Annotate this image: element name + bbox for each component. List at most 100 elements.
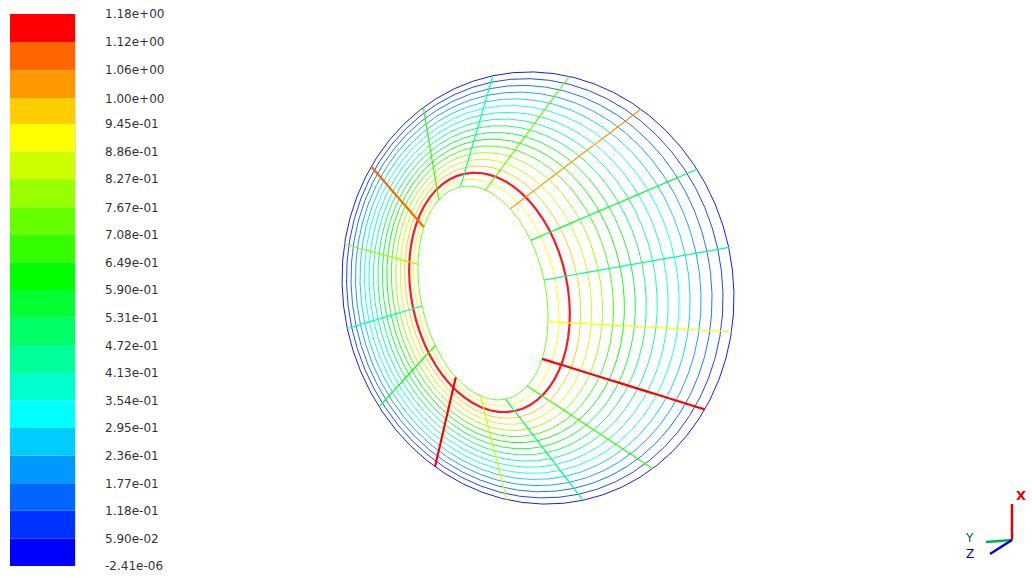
colorbar-band <box>10 207 75 235</box>
tick: 1.18e+00 <box>75 7 164 21</box>
tick-label: 7.67e-01 <box>105 201 159 215</box>
tick: 6.49e-01 <box>75 256 159 270</box>
mesh-ring <box>396 153 603 431</box>
colorbar-band <box>10 70 75 98</box>
mesh-ring <box>383 133 636 449</box>
colorbar-band <box>10 98 75 124</box>
mesh-spoke <box>544 247 729 280</box>
mesh-spoke <box>510 109 641 209</box>
tick-label: 9.45e-01 <box>105 117 159 131</box>
tick: 1.18e-01 <box>75 504 159 518</box>
tick: 4.13e-01 <box>75 366 159 380</box>
tick-label: 2.95e-01 <box>105 421 159 435</box>
colorbar <box>10 14 75 566</box>
tick-label: 1.12e+00 <box>105 35 164 49</box>
tick: 2.95e-01 <box>75 421 159 435</box>
tick-label: 1.18e+00 <box>105 7 164 21</box>
mesh-spoke <box>460 76 492 187</box>
tick-label: 7.08e-01 <box>105 228 159 242</box>
tick-label: 2.36e-01 <box>105 449 159 463</box>
mesh-ring <box>356 92 701 485</box>
mesh-spoke <box>548 322 731 332</box>
tick-label: 6.49e-01 <box>105 256 159 270</box>
tick: 2.36e-01 <box>75 449 159 463</box>
tick-label: 1.77e-01 <box>105 477 159 491</box>
colorbar-band <box>10 483 75 511</box>
colorbar-band <box>10 538 75 566</box>
colorbar-band <box>10 290 75 318</box>
mesh-spoke <box>506 399 584 500</box>
mesh-ring <box>414 179 559 406</box>
mesh-ring <box>374 119 658 461</box>
tick: 5.31e-01 <box>75 311 159 325</box>
figure: -2.41e-06 5.90e-02 1.18e-01 1.77e-01 2.36e-0… <box>0 0 1032 577</box>
tick: 4.72e-01 <box>75 339 159 353</box>
tick-label: 1.00e+00 <box>105 92 164 106</box>
colorbar-band <box>10 373 75 401</box>
tick-label: 1.18e-01 <box>105 504 159 518</box>
colorbar-band <box>10 400 75 428</box>
tick: 1.12e+00 <box>75 35 164 49</box>
colorbar-band <box>10 179 75 207</box>
tick-label: 8.86e-01 <box>105 145 159 159</box>
axis-label: X <box>1016 488 1026 503</box>
mesh-spoke <box>527 386 652 469</box>
mesh-ring <box>409 173 570 412</box>
mesh-ring <box>405 166 581 418</box>
axis-label: Y <box>965 531 974 545</box>
mesh-spoke <box>345 244 418 264</box>
tick: 8.86e-01 <box>75 145 159 159</box>
colorbar-band <box>10 14 75 42</box>
mesh-spoke <box>423 107 438 200</box>
tick: 1.00e+00 <box>75 92 164 106</box>
tick-label: 4.72e-01 <box>105 339 159 353</box>
tick: -2.41e-06 <box>75 559 163 573</box>
colorbar-band <box>10 428 75 456</box>
axes-triad: XYZ <box>965 488 1026 561</box>
mesh-ring <box>378 126 646 455</box>
colorbar-band <box>10 124 75 152</box>
mesh-spoke <box>379 346 435 407</box>
tick-label: 8.27e-01 <box>105 172 159 186</box>
axis-line <box>75 15 76 567</box>
mesh-ring <box>342 72 734 504</box>
tick: 5.90e-02 <box>75 532 159 546</box>
tick: 7.08e-01 <box>75 228 159 242</box>
mesh-spoke <box>435 377 456 467</box>
tick-label: 5.31e-01 <box>105 311 159 325</box>
mesh-ring <box>347 79 723 498</box>
mesh-spoke <box>542 359 705 410</box>
mesh <box>342 72 734 504</box>
colorbar-band <box>10 42 75 70</box>
tick: 5.90e-01 <box>75 283 159 297</box>
x-arrow <box>1011 504 1014 540</box>
tick-label: 4.13e-01 <box>105 366 159 380</box>
colorbar-band <box>10 511 75 539</box>
colorbar-axis: -2.41e-06 5.90e-02 1.18e-01 1.77e-01 2.36e-0… <box>75 7 164 573</box>
colorbar-band <box>10 345 75 373</box>
colorbar-band <box>10 262 75 290</box>
tick: 8.27e-01 <box>75 172 159 186</box>
mesh-spoke <box>371 167 424 228</box>
colorbar-band <box>10 152 75 180</box>
tick-label: -2.41e-06 <box>105 559 163 573</box>
tick: 1.06e+00 <box>75 63 164 77</box>
colorbar-band <box>10 235 75 263</box>
colorbar-band <box>10 456 75 484</box>
mesh-spoke <box>347 306 422 329</box>
colorbar-band <box>10 318 75 346</box>
mesh-ring <box>400 159 591 424</box>
z-arrow <box>990 540 1012 554</box>
tick: 9.45e-01 <box>75 117 159 131</box>
tick-label: 3.54e-01 <box>105 394 159 408</box>
mesh-spoke <box>531 169 697 240</box>
tick: 7.67e-01 <box>75 201 159 215</box>
tick-label: 5.90e-02 <box>105 532 159 546</box>
mesh-ring <box>369 112 668 467</box>
tick: 1.77e-01 <box>75 477 159 491</box>
mesh-spoke <box>480 396 506 500</box>
tick-label: 1.06e+00 <box>105 63 164 77</box>
mesh-ring <box>391 146 613 436</box>
mesh-ring <box>387 139 624 442</box>
tick-label: 5.90e-01 <box>105 283 159 297</box>
